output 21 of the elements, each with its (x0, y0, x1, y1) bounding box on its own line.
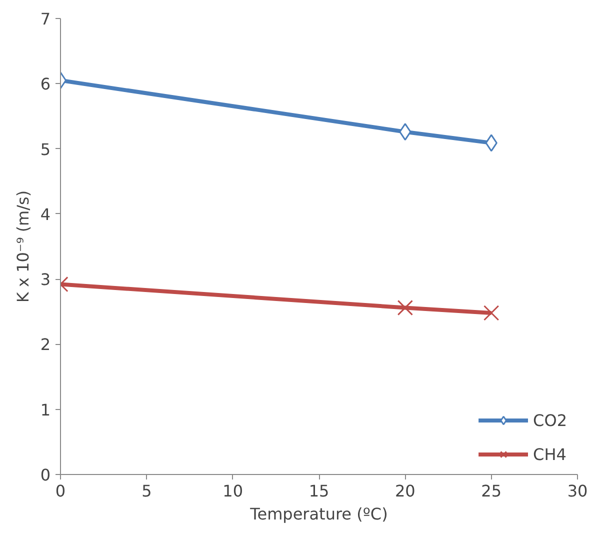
y-tick-label: 0 (40, 466, 51, 484)
x-axis-title: Temperature (ºC) (249, 504, 388, 524)
x-tick-label: 10 (222, 482, 244, 500)
legend-label: CH4 (533, 444, 566, 464)
x-tick-label: 0 (55, 482, 66, 500)
y-tick-label: 1 (40, 400, 51, 420)
x-tick-label: 15 (308, 482, 330, 500)
x-tick-label: 30 (567, 482, 588, 500)
point (397, 300, 413, 316)
point (484, 305, 500, 321)
legend-label: CO2 (533, 410, 567, 430)
x-tick-label: 25 (481, 482, 502, 500)
y-tick-label: 4 (40, 204, 51, 224)
y-tick-label: 3 (40, 270, 51, 290)
x-tick-label: 20 (394, 482, 416, 500)
y-tick-label: 6 (40, 74, 51, 94)
y-axis-title: K x 10⁻⁹ (m/s) (13, 190, 32, 303)
y-tick-label: 2 (40, 335, 51, 354)
y-tick-label: 5 (40, 140, 51, 159)
y-tick-label: 7 (40, 10, 51, 28)
x-tick-label: 5 (142, 482, 152, 500)
